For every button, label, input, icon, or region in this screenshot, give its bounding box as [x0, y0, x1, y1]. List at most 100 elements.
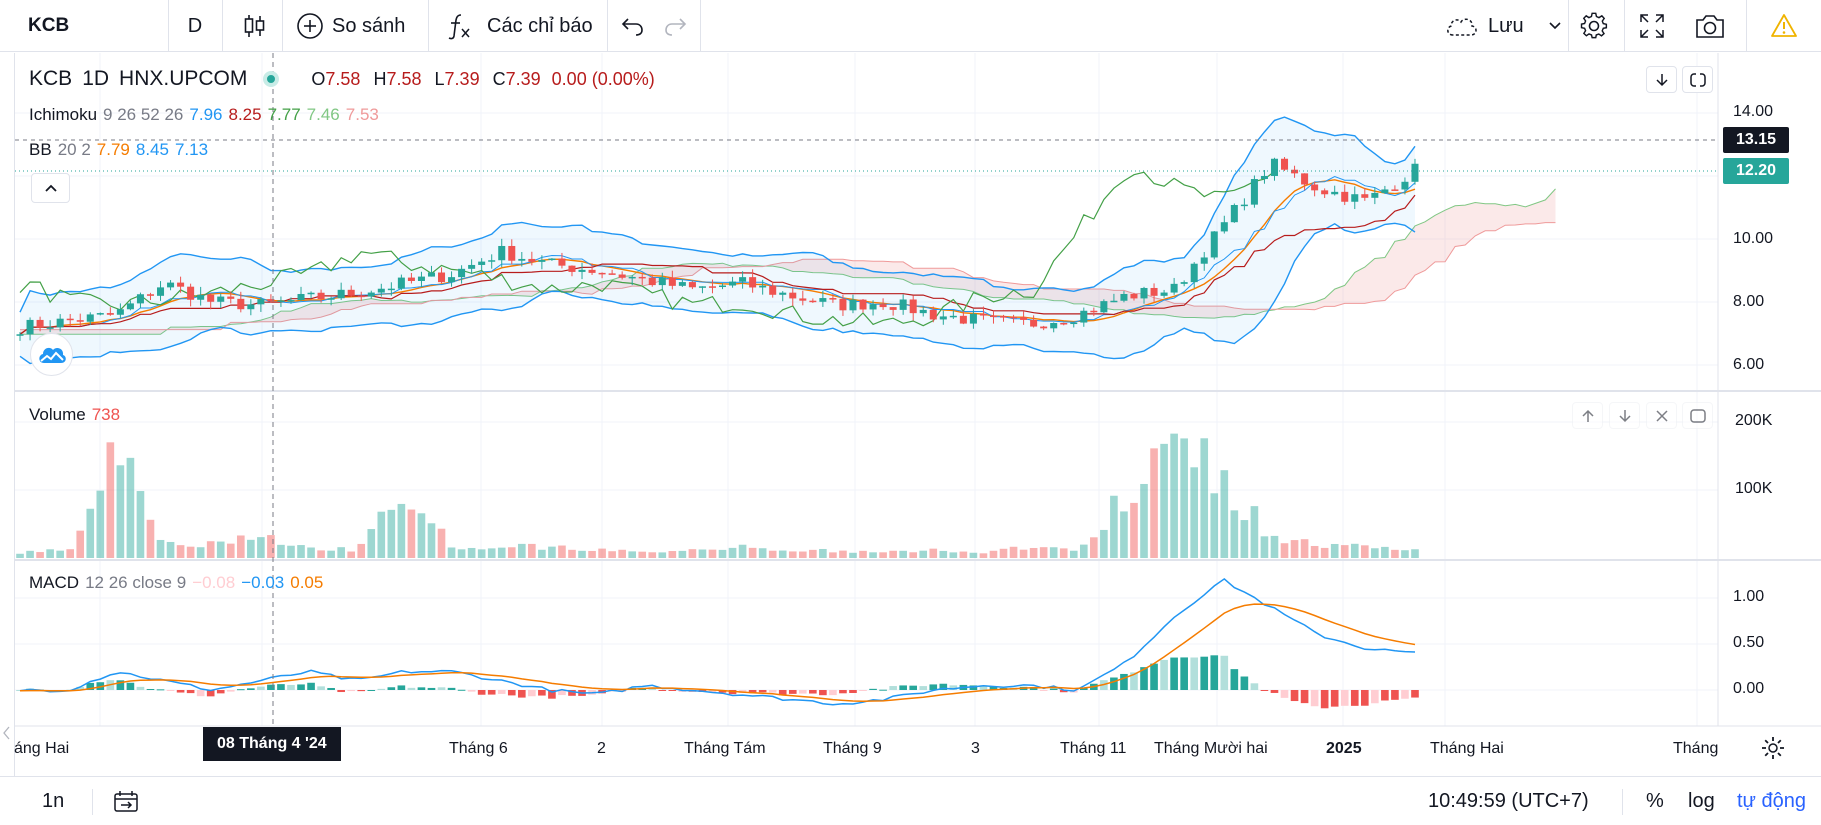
- undo-button[interactable]: [620, 0, 646, 52]
- macd-histogram-bar: [829, 690, 837, 696]
- candle-body: [1250, 179, 1258, 205]
- macd-histogram-bar: [778, 690, 787, 696]
- price-scale-label: 6.00: [1733, 356, 1765, 373]
- ichimoku-base-value: 8.25: [228, 105, 262, 124]
- macd-histogram-bar: [568, 690, 576, 696]
- volume-bar: [859, 550, 867, 558]
- macd-histogram-bar: [919, 686, 928, 690]
- macd-histogram-bar: [337, 690, 345, 693]
- range-1y-button[interactable]: 1n: [42, 790, 65, 812]
- macd-histogram-bar: [1130, 672, 1138, 690]
- gear-icon: [1580, 12, 1608, 39]
- collapse-legend-button[interactable]: [31, 173, 70, 203]
- market-status-icon[interactable]: [263, 71, 280, 87]
- candle-body: [658, 277, 666, 286]
- volume-move-down-button[interactable]: [1609, 402, 1640, 429]
- macd-histogram-bar: [1360, 690, 1369, 706]
- settings-button[interactable]: [1579, 0, 1609, 52]
- candle-body: [548, 258, 556, 261]
- undo-icon: [621, 18, 643, 36]
- volume-bar: [1360, 545, 1369, 558]
- candle-body: [1050, 322, 1058, 329]
- volume-move-up-button[interactable]: [1572, 402, 1603, 429]
- candle-body: [417, 276, 425, 281]
- indicators-button[interactable]: Các chỉ báo: [447, 0, 593, 52]
- candle-body: [498, 245, 506, 261]
- candle-body: [66, 318, 74, 321]
- volume-maximize-button[interactable]: [1682, 402, 1713, 429]
- bb-fill-area: [20, 117, 1415, 364]
- warning-button[interactable]: [1770, 0, 1798, 52]
- candle-body: [26, 319, 34, 335]
- bb-legend[interactable]: BB 20 2 7.79 8.45 7.13: [29, 140, 208, 160]
- candle-body: [608, 273, 616, 275]
- time-axis-label: Tháng: [1673, 740, 1719, 757]
- volume-bar: [658, 552, 667, 558]
- price-chart[interactable]: [0, 0, 1821, 776]
- candle-body: [448, 277, 456, 283]
- candle-body: [1220, 222, 1228, 232]
- candle-body: [959, 315, 967, 324]
- bb-basis-line: [19, 179, 1416, 335]
- redo-button[interactable]: [662, 0, 688, 52]
- macd-histogram-bar: [186, 690, 195, 694]
- legend-symbol[interactable]: KCB: [29, 67, 73, 90]
- main-legend: KCB 1D HNX.UPCOM O7.58 H7.58 L7.39 C7.39…: [29, 67, 655, 91]
- candles-icon: [244, 15, 265, 37]
- divider: [1568, 0, 1569, 52]
- time-axis-label: Tháng 9: [823, 740, 882, 757]
- candle-body: [317, 292, 325, 300]
- fullscreen-icon: [1640, 14, 1664, 38]
- high-label: H: [373, 69, 387, 89]
- volume-value: 738: [91, 405, 121, 424]
- volume-bar: [1150, 448, 1158, 558]
- volume-bar: [497, 547, 506, 558]
- legend-exchange: HNX.UPCOM: [119, 67, 248, 90]
- bb-name: BB: [29, 140, 52, 159]
- time-axis-label: Tháng Hai: [1430, 740, 1504, 757]
- tradingview-logo[interactable]: [30, 333, 73, 376]
- candle-body: [167, 282, 175, 288]
- candle-body: [939, 316, 947, 320]
- volume-remove-button[interactable]: [1646, 402, 1677, 429]
- macd-legend[interactable]: MACD 12 26 close 9 −0.08 −0.03 0.05: [29, 573, 323, 593]
- screenshot-button[interactable]: [1694, 0, 1726, 52]
- timezone-button[interactable]: 10:49:59 (UTC+7): [1428, 790, 1589, 812]
- volume-legend[interactable]: Volume 738: [29, 405, 120, 425]
- volume-bar: [1230, 510, 1239, 558]
- maximize-pane-button[interactable]: [1682, 66, 1713, 93]
- compare-button[interactable]: So sánh: [296, 0, 405, 52]
- volume-bar: [427, 523, 436, 558]
- candle-body: [829, 298, 837, 300]
- candle-body: [969, 313, 977, 324]
- ichimoku-params: 9 26 52 26: [103, 105, 184, 124]
- symbol-search-button[interactable]: KCB: [28, 15, 70, 36]
- fullscreen-button[interactable]: [1638, 0, 1666, 52]
- macd-histogram-bar: [437, 687, 446, 690]
- macd-histogram-bar: [879, 689, 887, 691]
- macd-histogram-bar: [367, 689, 376, 691]
- candles-chart-type-button[interactable]: [241, 0, 267, 52]
- auto-scale-button[interactable]: tự động: [1737, 790, 1806, 812]
- volume-bar: [889, 550, 897, 558]
- macd-histogram-bar: [1381, 690, 1389, 701]
- ichimoku-legend[interactable]: Ichimoku 9 26 52 26 7.96 8.25 7.77 7.46 …: [29, 105, 379, 125]
- save-button[interactable]: Lưu: [1444, 0, 1562, 52]
- move-pane-down-button[interactable]: [1646, 66, 1677, 93]
- log-scale-button[interactable]: log: [1688, 790, 1715, 812]
- open-value: 7.58: [325, 69, 361, 89]
- candle-body: [618, 274, 626, 278]
- maximize-icon: [1689, 408, 1706, 423]
- chart-settings-button[interactable]: [1760, 730, 1786, 766]
- macd-histogram-bar: [1200, 656, 1209, 690]
- percent-scale-button[interactable]: %: [1646, 790, 1664, 812]
- date-range-button[interactable]: [112, 777, 140, 825]
- price-scale-label: 14.00: [1733, 103, 1774, 120]
- volume-bar: [1350, 543, 1359, 558]
- drawing-toolbar-edge[interactable]: [0, 53, 15, 776]
- volume-bar: [1090, 537, 1098, 558]
- candle-body: [518, 258, 526, 261]
- volume-bar: [126, 457, 135, 558]
- volume-bar: [1300, 539, 1309, 558]
- interval-button[interactable]: D: [187, 14, 203, 37]
